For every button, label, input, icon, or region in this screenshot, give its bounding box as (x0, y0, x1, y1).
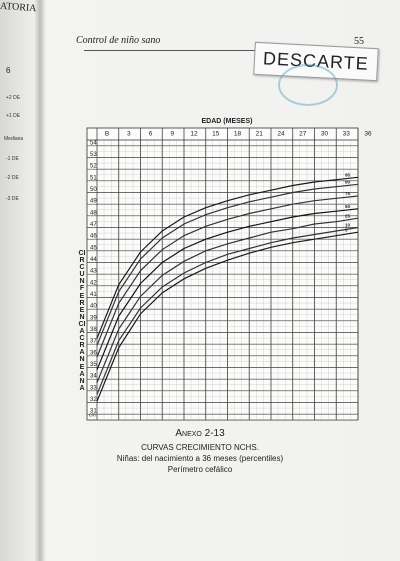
y-tick-label: 46 (90, 234, 97, 240)
y-tick-label: 44 (90, 257, 97, 263)
y-tick-label: 43 (90, 269, 97, 275)
y-tick-label: 32 (90, 397, 97, 403)
percentile-curve (96, 195, 359, 358)
caption-annex: Anexo 2-13 (175, 428, 225, 439)
x-tick-label: 18 (234, 131, 242, 138)
x-tick-label: 24 (277, 131, 285, 138)
series-label: 90 (345, 180, 351, 185)
series-label: 75 (345, 191, 351, 196)
y-tick-label: 33 (90, 385, 97, 391)
percentile-curve (96, 176, 359, 339)
page-number: 55 (354, 36, 364, 47)
x-tick-label: 33 (343, 131, 351, 138)
y-tick-label: 48 (90, 210, 97, 216)
y-tick-label: 39 (90, 315, 97, 321)
series-label: 95 (345, 173, 351, 178)
y-tick-label: 38 (90, 327, 97, 333)
y-tick-label: 47 (90, 222, 97, 228)
x-tick-label: 9 (170, 131, 174, 138)
caption-subtitle: Niñas: del nacimiento a 36 meses (percen… (116, 454, 284, 463)
caption-title: CURVAS CRECIMIENTO NCHS. (141, 443, 259, 452)
percentile-curve (96, 208, 359, 371)
x-tick-label: 6 (149, 131, 153, 138)
caption-measure: Perímetro cefálico (167, 465, 233, 474)
x-tick-label: 12 (190, 131, 198, 138)
prev-page-label: Mediana (4, 136, 24, 142)
x-tick-label: 21 (256, 131, 264, 138)
y-tick-label: 42 (90, 280, 97, 286)
y-tick-label: 35 (90, 362, 97, 368)
y-tick-label: 34 (90, 374, 97, 380)
y-tick-label: 54 (90, 140, 97, 146)
x-tick-label: 36 (364, 131, 372, 138)
x-tick-label: 3 (127, 131, 131, 138)
y-tick-label: 52 (90, 164, 97, 170)
percentile-curve (96, 183, 359, 346)
series-label: 10 (345, 223, 351, 228)
y-tick-label: 37 (90, 339, 97, 345)
series-label: 50 (345, 204, 351, 209)
x-tick-label: 15 (212, 131, 220, 138)
y-tick-label: 36 (90, 350, 97, 356)
series-label: 25 (345, 213, 351, 218)
series-label: 5 (345, 227, 348, 232)
y-tick-label: 49 (90, 199, 97, 205)
running-header: Control de niño sano (76, 35, 161, 46)
ink-stamp (278, 64, 338, 106)
y-axis-label: CIRCUNFERENCIA CRANEANA (78, 250, 86, 392)
header-rule (84, 50, 356, 51)
y-tick-label: 41 (90, 292, 97, 298)
y-tick-label: 53 (90, 152, 97, 158)
y-tick-label: 45 (90, 245, 97, 251)
x-axis-label: EDAD (MESES) (202, 118, 253, 125)
percentile-curve (96, 226, 359, 395)
y-tick-label: 31 (90, 409, 97, 415)
x-tick-label: 27 (299, 131, 307, 138)
prev-page-number: 6 (6, 66, 11, 75)
prev-page-label: -1 DE (6, 156, 19, 162)
y-unit: cm (89, 412, 96, 418)
percentile-curve (96, 231, 359, 402)
y-tick-label: 51 (90, 175, 97, 181)
prev-page-label: +1 DE (6, 113, 21, 119)
prev-page-label: +2 DE (6, 95, 21, 101)
x-tick-label: 30 (321, 131, 329, 138)
x-tick-label: B (105, 131, 109, 138)
y-tick-label: 50 (90, 187, 97, 193)
prev-page-label: -3 DE (6, 196, 19, 202)
prev-page-label: -2 DE (6, 175, 19, 181)
y-tick-label: 40 (90, 304, 97, 310)
percentile-curve (96, 217, 359, 383)
